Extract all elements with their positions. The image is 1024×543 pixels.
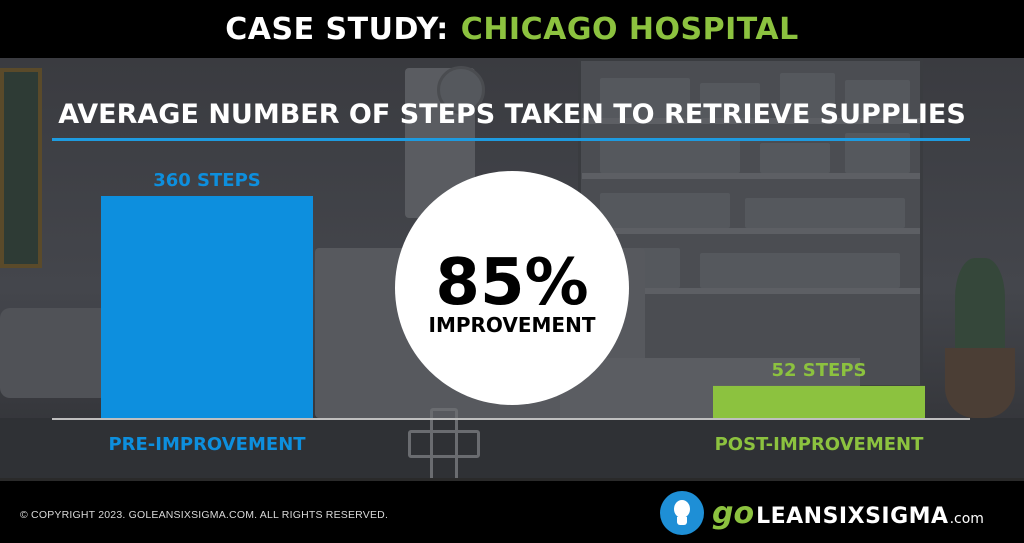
- shelf-supplies: [600, 138, 740, 173]
- header-banner: CASE STUDY: CHICAGO HOSPITAL: [0, 0, 1024, 58]
- shelf-supplies: [600, 78, 690, 118]
- chart-title: AVERAGE NUMBER OF STEPS TAKEN TO RETRIEV…: [58, 99, 966, 130]
- wall-clock-icon: [437, 66, 485, 114]
- waiting-sofa: [0, 308, 110, 398]
- value-label-post: 52 STEPS: [771, 360, 866, 381]
- shelf-supplies: [845, 80, 910, 118]
- floor: [0, 418, 1024, 478]
- shelf-board: [582, 118, 920, 124]
- wall-painting: [0, 68, 42, 268]
- logo-main: LEANSIXSIGMA: [756, 503, 949, 529]
- shelf-supplies: [780, 73, 835, 118]
- shelf-supplies: [760, 143, 830, 173]
- shelf-supplies: [700, 253, 900, 288]
- improvement-percent: 85%: [435, 246, 588, 320]
- shelf-board: [582, 288, 920, 294]
- shelf-board: [582, 228, 920, 234]
- bar-chart: AVERAGE NUMBER OF STEPS TAKEN TO RETRIEV…: [52, 99, 970, 455]
- header-place: CHICAGO HOSPITAL: [460, 11, 799, 47]
- category-label-pre: PRE-IMPROVEMENT: [108, 434, 306, 455]
- shelf-supplies: [745, 198, 905, 228]
- chart-stage: AVERAGE NUMBER OF STEPS TAKEN TO RETRIEV…: [0, 58, 1024, 478]
- logo-wordmark: go LEANSIXSIGMA .com: [712, 496, 984, 531]
- medical-cross-icon: [408, 430, 480, 458]
- bar-pre-improvement: [101, 196, 313, 418]
- improvement-callout: [395, 171, 629, 405]
- copyright-text: © COPYRIGHT 2023. GOLEANSIXSIGMA.COM. AL…: [20, 509, 389, 521]
- logo-go: go: [712, 495, 755, 531]
- title-underline: [52, 138, 970, 141]
- footer: © COPYRIGHT 2023. GOLEANSIXSIGMA.COM. AL…: [0, 478, 1024, 543]
- shelf-supplies: [600, 193, 730, 228]
- brand-logo: go LEANSIXSIGMA .com: [660, 491, 984, 535]
- shelf-supplies: [700, 83, 760, 118]
- plant-leaves: [955, 258, 1005, 358]
- medical-cross-icon: [430, 408, 458, 478]
- shelf-board: [582, 173, 920, 179]
- logo-com: .com: [949, 510, 984, 527]
- plant-pot: [945, 348, 1015, 418]
- lightbulb-icon: [660, 491, 704, 535]
- bar-post-improvement: [713, 385, 925, 418]
- improvement-label: IMPROVEMENT: [429, 313, 596, 337]
- header-prefix: CASE STUDY:: [225, 11, 449, 47]
- baseline: [52, 418, 970, 420]
- category-label-post: POST-IMPROVEMENT: [715, 434, 925, 455]
- value-label-pre: 360 STEPS: [153, 170, 261, 191]
